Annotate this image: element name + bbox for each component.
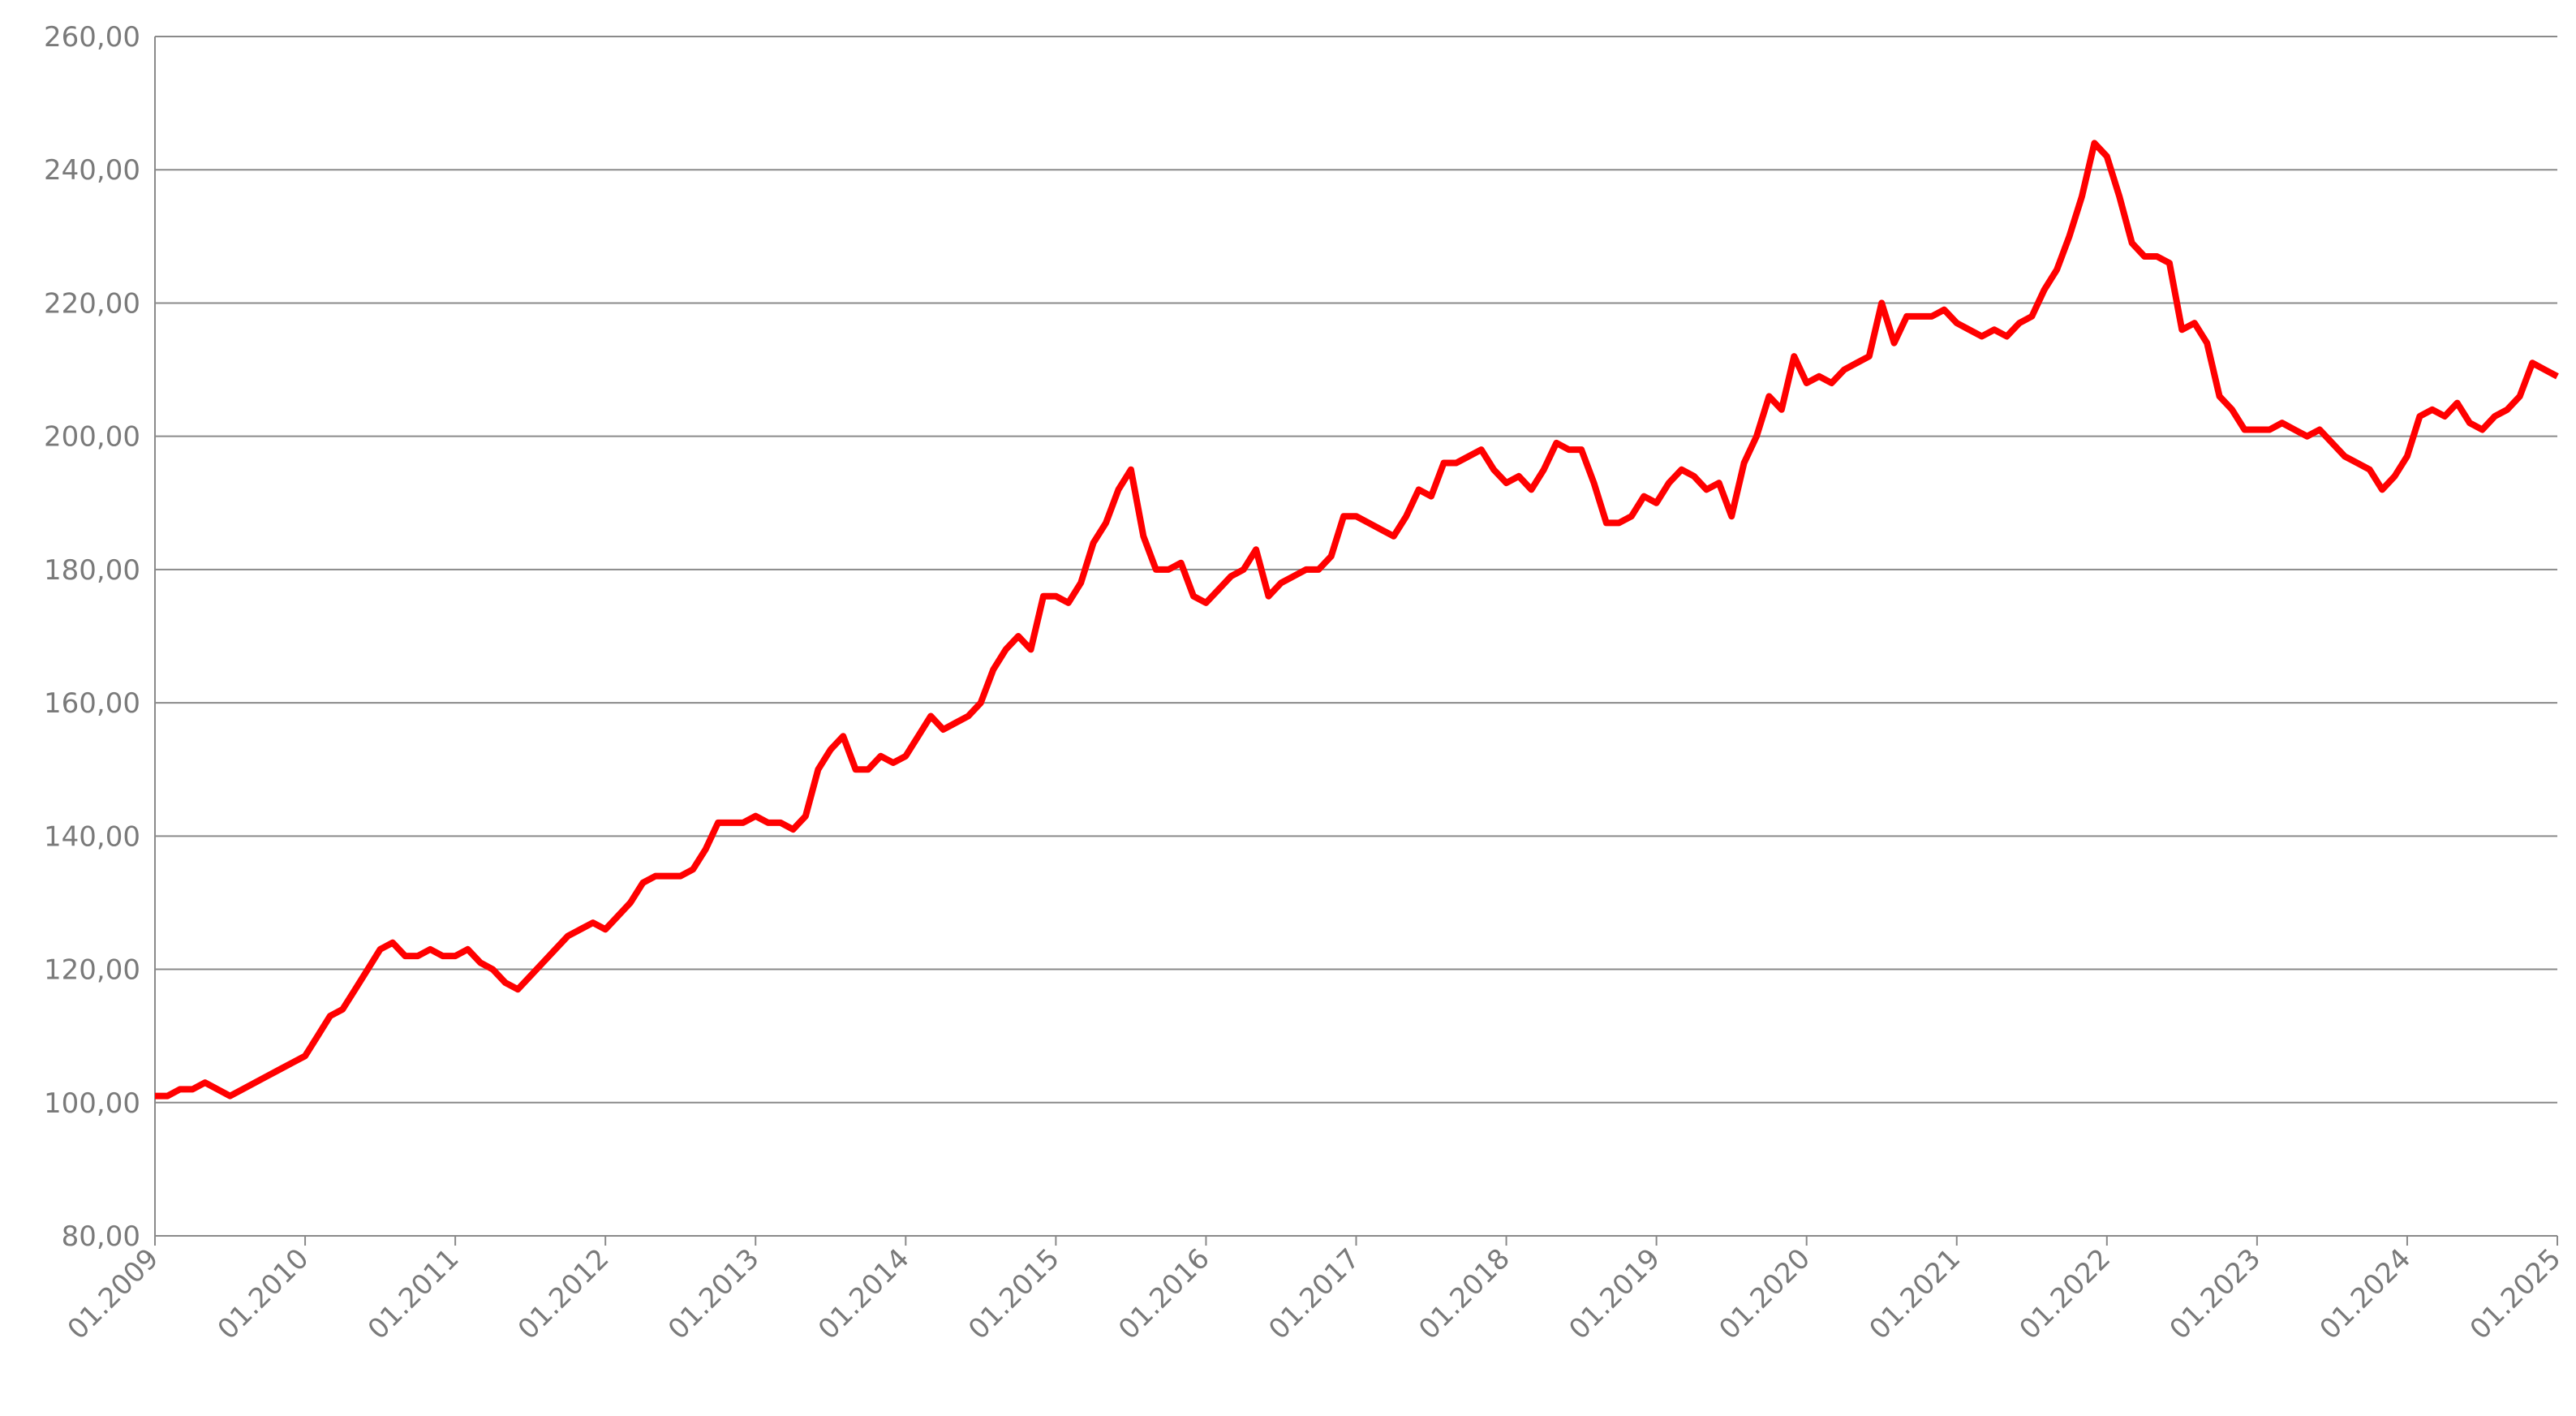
x-tick-label: 01.2018 [1413,1242,1516,1346]
x-tick-label: 01.2017 [1262,1242,1366,1346]
x-tick-label: 01.2025 [2464,1242,2568,1346]
y-tick-label: 180,00 [44,554,140,587]
y-tick-label: 260,00 [44,21,140,54]
y-tick-label: 220,00 [44,287,140,320]
x-tick-label: 01.2023 [2164,1242,2268,1346]
y-tick-label: 240,00 [44,154,140,187]
y-tick-label: 80,00 [62,1220,140,1253]
x-tick-label: 01.2019 [1563,1242,1666,1346]
x-tick-label: 01.2009 [62,1242,166,1346]
y-tick-label: 160,00 [44,687,140,720]
y-tick-label: 120,00 [44,954,140,987]
x-tick-label: 01.2010 [212,1242,316,1346]
x-tick-label: 01.2016 [1112,1242,1216,1346]
x-tick-label: 01.2013 [662,1242,766,1346]
x-tick-label: 01.2021 [1863,1242,1967,1346]
y-tick-label: 100,00 [44,1087,140,1120]
x-tick-label: 01.2015 [962,1242,1066,1346]
data-line [155,140,2559,1100]
x-tick-label: 01.2011 [362,1242,466,1346]
y-tick-label: 140,00 [44,820,140,853]
x-tick-label: 01.2020 [1713,1242,1817,1346]
x-tick-label: 01.2022 [2013,1242,2117,1346]
x-tick-label: 01.2012 [512,1242,616,1346]
x-tick-label: 01.2024 [2314,1242,2418,1346]
x-tick-label: 01.2014 [812,1242,916,1346]
y-tick-label: 200,00 [44,421,140,454]
